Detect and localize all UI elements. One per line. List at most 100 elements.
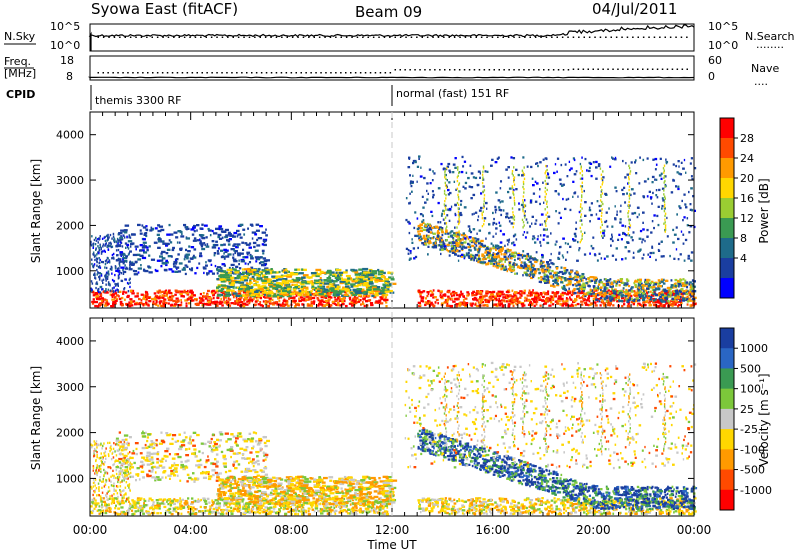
echo-cell	[238, 296, 241, 299]
echo-cell	[487, 261, 490, 265]
echo-cell	[459, 239, 462, 242]
echo-cell	[526, 269, 529, 272]
echo-cell	[121, 245, 124, 248]
echo-cell	[211, 272, 216, 275]
echo-cell	[533, 268, 537, 271]
echo-cell	[199, 227, 203, 230]
echo-cell	[272, 271, 277, 274]
echo-cell	[634, 294, 637, 297]
echo-cell	[574, 298, 578, 302]
echo-cell	[378, 292, 384, 295]
echo-cell	[221, 255, 224, 258]
echo-cell	[561, 304, 565, 307]
echo-cell	[458, 302, 460, 305]
echo-cell	[249, 290, 254, 294]
echo-cell	[237, 301, 241, 304]
echo-cell	[221, 263, 226, 266]
echo-cell	[531, 273, 536, 276]
echo-cell	[107, 244, 110, 247]
echo-cell	[558, 211, 561, 215]
nave-dot	[246, 72, 248, 74]
echo-cell	[624, 296, 627, 300]
nave-dot	[364, 72, 367, 74]
echo-cell	[239, 278, 246, 281]
echo-cell	[324, 294, 328, 298]
echo-cell	[249, 279, 252, 282]
echo-cell	[539, 223, 541, 226]
echo-cell	[165, 252, 169, 255]
nave-dot	[612, 68, 614, 70]
echo-cell	[561, 294, 565, 297]
echo-cell	[263, 276, 269, 279]
echo-cell	[98, 265, 101, 268]
echo-cell	[494, 303, 498, 306]
echo-cell	[508, 240, 510, 244]
nave-dot	[632, 68, 634, 70]
echo-cell	[469, 230, 473, 234]
echo-cell	[471, 244, 475, 248]
echo-cell	[646, 235, 649, 238]
echo-cell	[272, 301, 276, 304]
echo-cell	[309, 293, 312, 296]
echo-cell	[540, 276, 543, 279]
echo-cell	[559, 246, 561, 249]
echo-cell	[566, 251, 569, 254]
echo-cell	[446, 214, 449, 217]
echo-cell	[448, 254, 451, 257]
echo-cell	[683, 284, 686, 287]
echo-cell	[302, 294, 308, 297]
echo-cell	[554, 271, 558, 274]
echo-cell	[477, 215, 480, 218]
echo-cell	[632, 301, 636, 304]
echo-cell	[94, 277, 97, 280]
echo-cell	[268, 297, 272, 300]
echo-cell	[198, 262, 201, 265]
echo-cell	[247, 282, 252, 285]
echo-cell	[544, 293, 548, 296]
echo-cell	[220, 243, 224, 247]
echo-cell	[294, 292, 297, 295]
echo-cell	[267, 294, 272, 297]
echo-cell	[668, 301, 672, 304]
echo-cell	[166, 248, 171, 251]
echo-cell	[495, 304, 499, 308]
echo-cell	[598, 293, 601, 296]
echo-cell	[602, 294, 606, 298]
echo-cell	[641, 238, 645, 241]
freq-tick-bottom: 8	[66, 70, 73, 83]
echo-cell	[98, 247, 100, 250]
echo-cell	[103, 298, 107, 301]
echo-cell	[486, 253, 489, 256]
nave-dot	[300, 72, 302, 74]
echo-cell	[463, 295, 465, 299]
echo-cell	[132, 269, 135, 273]
echo-cell	[491, 293, 495, 296]
echo-cell	[142, 296, 146, 299]
echo-cell	[688, 283, 691, 286]
echo-cell	[437, 221, 440, 224]
echo-cell	[215, 304, 219, 307]
echo-cell	[297, 287, 300, 290]
echo-cell	[598, 209, 602, 212]
echo-cell	[686, 286, 689, 289]
nave-dot	[186, 72, 189, 74]
echo-cell	[686, 297, 690, 301]
echo-cell	[223, 296, 227, 299]
echo-cell	[218, 227, 224, 231]
echo-cell	[529, 273, 533, 276]
echo-cell	[486, 170, 489, 173]
echo-cell	[102, 243, 105, 246]
echo-cell	[133, 273, 139, 276]
echo-cell	[232, 296, 235, 299]
echo-cell	[248, 287, 253, 290]
echo-cell	[560, 163, 563, 167]
echo-cell	[523, 261, 526, 264]
nave-dot	[483, 69, 486, 71]
echo-cell	[469, 164, 472, 167]
echo-cell	[570, 167, 573, 170]
echo-cell	[414, 160, 417, 164]
nsearch-dot	[140, 36, 143, 38]
echo-cell	[427, 230, 430, 233]
echo-cell	[690, 157, 694, 160]
echo-cell	[348, 277, 353, 280]
